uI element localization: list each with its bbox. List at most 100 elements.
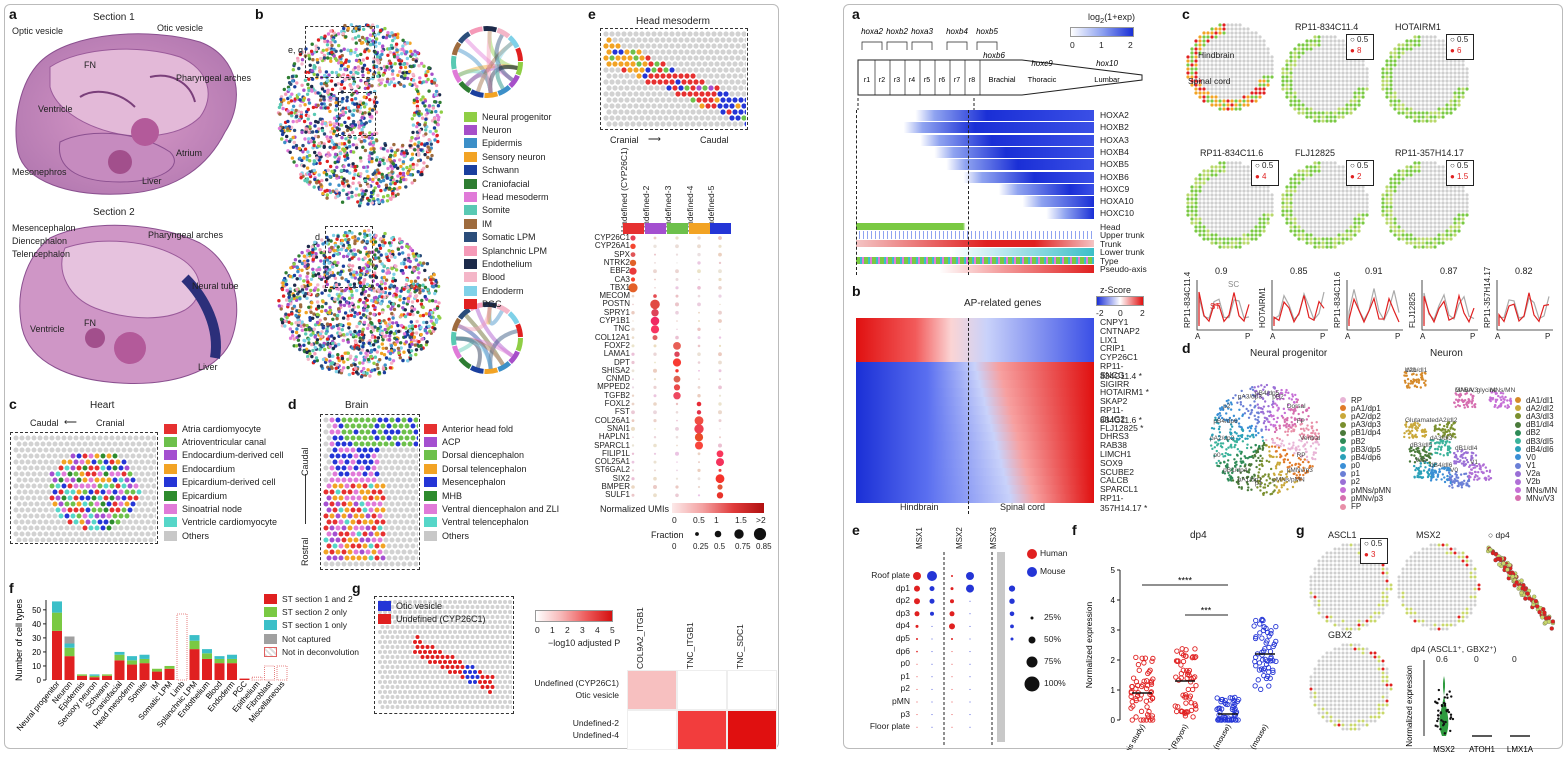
dotplot-dot bbox=[654, 436, 656, 438]
brain-spot bbox=[336, 430, 341, 435]
otic-spot bbox=[463, 640, 467, 644]
legend-label: Dorsal diencephalon bbox=[442, 450, 524, 460]
brain-spot bbox=[399, 424, 404, 429]
mesoderm-spot bbox=[666, 109, 671, 114]
spatial-spot bbox=[307, 131, 310, 134]
otic-spot bbox=[428, 660, 432, 664]
mesoderm-spot bbox=[651, 43, 656, 48]
heart-spot bbox=[65, 490, 70, 495]
dotplot-dot bbox=[695, 416, 704, 425]
mesoderm-spot bbox=[690, 73, 695, 78]
legend-item: Anterior head fold bbox=[424, 422, 559, 435]
spatial-spot bbox=[388, 158, 391, 161]
heart-spot bbox=[41, 502, 46, 507]
spatial-spot bbox=[415, 258, 418, 261]
mesoderm-spot bbox=[723, 43, 728, 48]
otic-spot bbox=[448, 650, 452, 654]
dotplot-dot bbox=[654, 461, 657, 464]
dotplot-dot bbox=[676, 320, 678, 322]
brain-spot bbox=[375, 556, 380, 561]
spatial-spot bbox=[366, 202, 369, 205]
heart-spot bbox=[140, 448, 145, 453]
mesoderm-spot bbox=[684, 109, 689, 114]
brain-spot bbox=[351, 496, 356, 501]
otic-spot bbox=[498, 620, 502, 624]
spatial-spot bbox=[401, 47, 404, 50]
brain-spot bbox=[393, 448, 398, 453]
otic-spot bbox=[436, 635, 440, 639]
spatial-spot bbox=[396, 167, 399, 170]
spatial-spot bbox=[306, 166, 309, 169]
brain-spot bbox=[384, 514, 389, 519]
heart-spot bbox=[86, 532, 91, 537]
spatial-spot bbox=[328, 175, 331, 178]
mesoderm-spot bbox=[627, 67, 632, 72]
otic-spot bbox=[511, 685, 513, 689]
spatial-spot bbox=[324, 302, 327, 305]
heart-spot bbox=[104, 472, 109, 477]
spatial-spot bbox=[425, 165, 428, 168]
mesoderm-spot bbox=[690, 49, 695, 54]
otic-spot bbox=[423, 630, 427, 634]
spatial-spot bbox=[392, 273, 395, 276]
spatial-spot bbox=[361, 146, 364, 149]
dotplot-dot bbox=[718, 295, 721, 298]
mesoderm-spot bbox=[684, 61, 689, 66]
brain-spot bbox=[348, 562, 353, 567]
mesoderm-spot bbox=[696, 49, 701, 54]
mesoderm-spot bbox=[699, 31, 704, 36]
brain-spot bbox=[336, 550, 341, 555]
spatial-spot bbox=[296, 292, 299, 295]
otic-spot bbox=[401, 685, 405, 689]
mesoderm-spot bbox=[645, 55, 650, 60]
otic-spot bbox=[496, 675, 500, 679]
spatial-spot bbox=[308, 352, 311, 355]
mesoderm-spot bbox=[723, 103, 728, 108]
mesoderm-spot bbox=[621, 79, 626, 84]
legend-item: ST section 1 and 2 bbox=[264, 592, 359, 605]
brain-spot bbox=[399, 472, 404, 477]
heart-spot bbox=[32, 436, 37, 441]
mesoderm-spot bbox=[669, 91, 674, 96]
spatial-spot bbox=[426, 262, 429, 265]
spatial-spot bbox=[296, 59, 299, 62]
spatial-spot bbox=[391, 73, 394, 76]
section1-label-optic-vesicle: Optic vesicle bbox=[12, 26, 63, 36]
brain-spot bbox=[366, 466, 371, 471]
heart-spot bbox=[50, 496, 55, 501]
otic-spot bbox=[433, 690, 437, 694]
mesoderm-spot bbox=[624, 97, 629, 102]
spatial-spot bbox=[365, 170, 368, 173]
otic-spot bbox=[458, 630, 462, 634]
legend-item: Splanchnic LPM bbox=[464, 244, 552, 257]
fraction-tick: 0.75 bbox=[735, 542, 751, 551]
dotplot-dot bbox=[676, 461, 677, 462]
spatial-spot bbox=[368, 374, 371, 377]
spatial-spot bbox=[384, 84, 387, 87]
dotplot-dot bbox=[653, 444, 657, 448]
dotplot-dot bbox=[718, 286, 722, 290]
spatial-spot bbox=[411, 181, 414, 184]
spatial-spot bbox=[292, 160, 295, 163]
mesoderm-spot bbox=[678, 121, 683, 126]
spatial-spot bbox=[316, 91, 319, 94]
heart-spot bbox=[80, 484, 85, 489]
spatial-spot bbox=[324, 332, 327, 335]
mesoderm-spot bbox=[681, 67, 686, 72]
brain-spot bbox=[408, 418, 413, 423]
spatial-spot bbox=[287, 296, 290, 299]
spatial-spot bbox=[417, 64, 420, 67]
brain-spot bbox=[354, 514, 359, 519]
otic-spot bbox=[378, 630, 382, 634]
otic-spot bbox=[491, 645, 495, 649]
legend-swatch bbox=[464, 125, 477, 135]
spatial-spot bbox=[386, 31, 389, 34]
mesoderm-spot bbox=[660, 49, 665, 54]
spatial-spot bbox=[387, 305, 390, 308]
spatial-spot bbox=[354, 341, 357, 344]
brain-spot bbox=[360, 526, 365, 531]
mesoderm-spot bbox=[702, 61, 707, 66]
mesoderm-spot bbox=[702, 121, 707, 126]
mesoderm-spot bbox=[693, 79, 698, 84]
mesoderm-spot bbox=[723, 55, 728, 60]
